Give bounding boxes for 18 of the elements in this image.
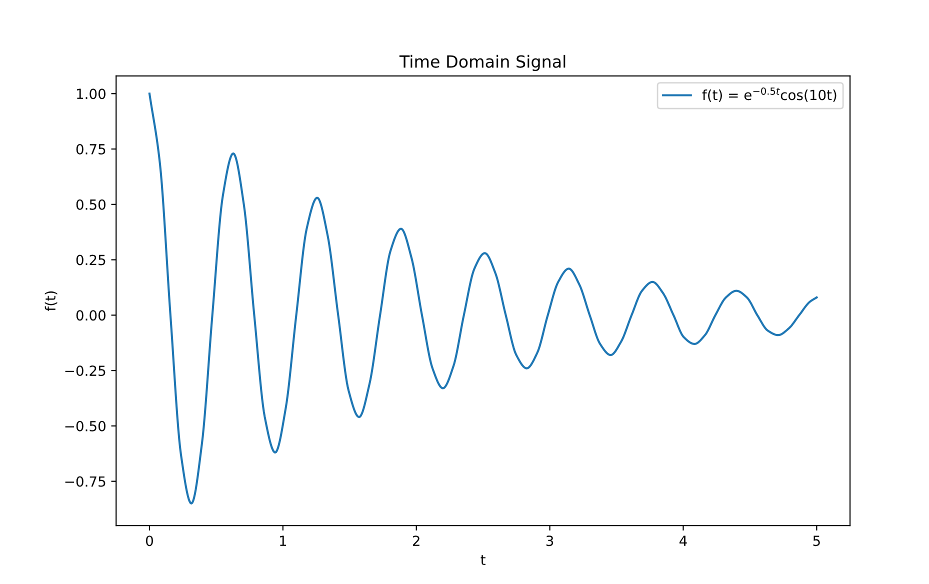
- y-tick-label: −0.75: [65, 476, 106, 487]
- x-tick-label: 1: [280, 536, 286, 546]
- x-tick-label: 0: [146, 536, 153, 546]
- x-tick-label: 3: [546, 536, 554, 546]
- y-tick-label: 0.00: [76, 310, 106, 321]
- chart-title: Time Domain Signal: [399, 54, 566, 72]
- x-axis-title: t: [480, 555, 486, 565]
- y-tick-label: −0.25: [65, 366, 106, 376]
- y-tick-label: 0.25: [76, 254, 106, 266]
- y-tick-label: 0.75: [76, 144, 106, 154]
- y-tick-label: 0.50: [76, 199, 106, 210]
- legend-label: f(t) = e$^{−0.5t}$cos(10t): [702, 87, 836, 102]
- y-tick-label: 1.00: [77, 88, 106, 100]
- x-tick-label: 4: [680, 536, 687, 546]
- x-tick-label: 2: [412, 536, 420, 546]
- x-tick-label: 5: [813, 536, 820, 546]
- y-axis-title: f(t): [44, 291, 58, 312]
- y-tick-label: −0.50: [65, 420, 106, 432]
